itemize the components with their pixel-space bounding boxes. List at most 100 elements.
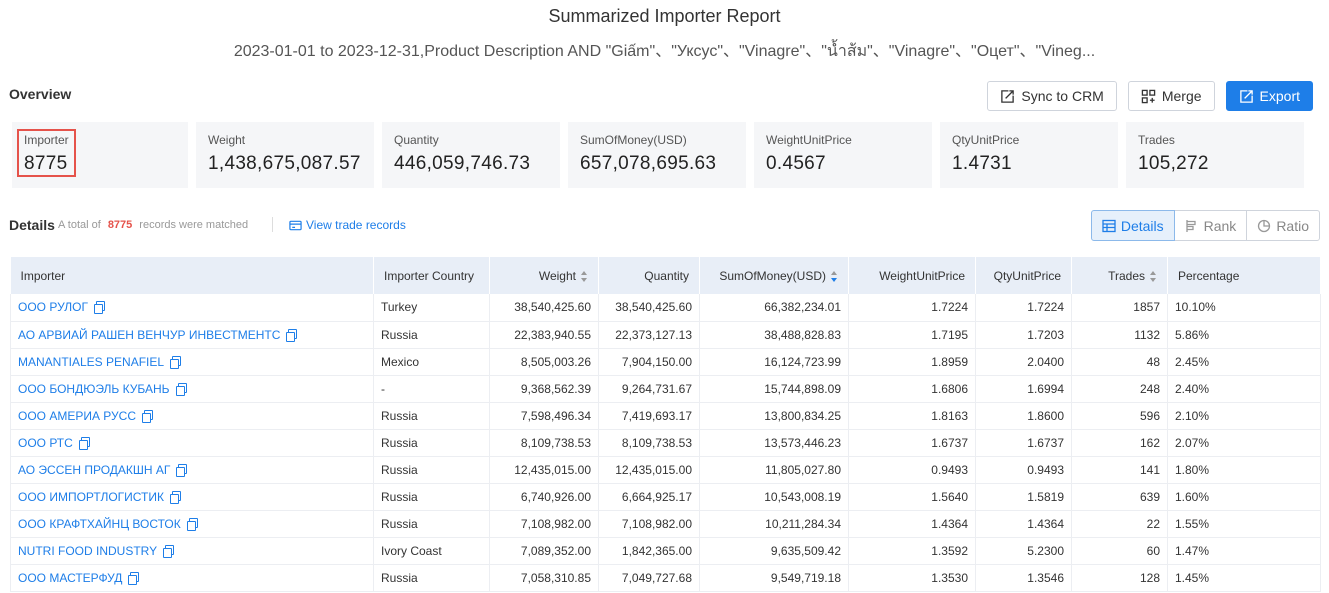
export-label: Export	[1259, 88, 1300, 104]
copy-icon[interactable]	[94, 301, 106, 315]
quantity-cell: 7,419,693.17	[598, 402, 700, 429]
sort-icon[interactable]	[831, 270, 838, 282]
percentage-cell: 2.10%	[1167, 402, 1321, 429]
tab-ratio[interactable]: Ratio	[1246, 210, 1320, 241]
percentage-cell: 1.80%	[1167, 456, 1321, 483]
table-row: АО АРВИАЙ РАШЕН ВЕНЧУР ИНВЕСТМЕНТС Russia…	[10, 321, 1321, 348]
tab-details[interactable]: Details	[1090, 210, 1175, 241]
col-weight[interactable]: Weight	[489, 257, 599, 294]
importer-country: -	[373, 375, 490, 402]
trades-cell: 1132	[1071, 321, 1168, 348]
quantity-cell: 7,108,982.00	[598, 510, 700, 537]
col-importer-country: Importer Country	[373, 257, 490, 294]
trades-cell: 141	[1071, 456, 1168, 483]
importer-link[interactable]: ООО МАСТЕРФУД	[18, 570, 123, 585]
copy-icon[interactable]	[163, 544, 175, 558]
percentage-cell: 10.10%	[1167, 294, 1321, 321]
importer-link[interactable]: ООО ИМПОРТЛОГИСТИК	[18, 489, 164, 504]
weight-cell: 6,740,926.00	[489, 483, 599, 510]
overview-heading: Overview	[9, 86, 72, 102]
importer-name[interactable]: NUTRI FOOD INDUSTRY	[10, 537, 374, 564]
merge-button[interactable]: Merge	[1127, 81, 1215, 111]
qty-unit-price-cell: 1.4364	[975, 510, 1072, 537]
stat-sum-of-money: SumOfMoney(USD) 657,078,695.63	[568, 122, 746, 188]
view-trade-records-link[interactable]: View trade records	[289, 218, 406, 232]
weight-cell: 8,505,003.26	[489, 348, 599, 375]
weight-cell: 7,598,496.34	[489, 402, 599, 429]
col-sum-of-money[interactable]: SumOfMoney(USD)	[699, 257, 849, 294]
view-trade-records-label: View trade records	[306, 218, 406, 232]
pie-chart-icon	[1258, 219, 1271, 232]
matched-summary: A total of 8775 records were matched	[58, 219, 248, 231]
stat-quantity: Quantity 446,059,746.73	[382, 122, 560, 188]
report-subtitle: 2023-01-01 to 2023-12-31,Product Descrip…	[233, 43, 1096, 60]
copy-icon[interactable]	[170, 355, 182, 369]
importer-name[interactable]: ООО АМЕРИА РУСС	[10, 402, 374, 429]
sum-of-money-cell: 15,744,898.09	[699, 375, 849, 402]
page-title: Summarized Importer Report	[548, 6, 781, 26]
qty-unit-price-cell: 1.3546	[975, 564, 1072, 591]
copy-icon[interactable]	[286, 328, 298, 342]
overview-stats: Importer 8775 Weight 1,438,675,087.57 Qu…	[12, 122, 1304, 188]
tab-ratio-label: Ratio	[1276, 217, 1309, 234]
weight-unit-price-cell: 1.3530	[848, 564, 976, 591]
importer-name[interactable]: ООО КРАФТХАЙНЦ ВОСТОК	[10, 510, 374, 537]
quantity-cell: 22,373,127.13	[598, 321, 700, 348]
importer-link[interactable]: ООО БОНДЮЭЛЬ КУБАНЬ	[18, 381, 170, 396]
copy-icon[interactable]	[142, 409, 154, 423]
importer-link[interactable]: ООО РУЛОГ	[18, 300, 89, 315]
trades-cell: 48	[1071, 348, 1168, 375]
table-row: ООО РУЛОГ Turkey 38,540,425.60 38,540,425.6…	[10, 294, 1321, 321]
quantity-cell: 8,109,738.53	[598, 429, 700, 456]
weight-unit-price-cell: 1.8163	[848, 402, 976, 429]
sort-icon[interactable]	[1150, 270, 1157, 282]
copy-icon[interactable]	[128, 571, 140, 585]
weight-unit-price-cell: 1.7195	[848, 321, 976, 348]
importer-link[interactable]: ООО АМЕРИА РУСС	[18, 408, 137, 423]
weight-unit-price-cell: 0.9493	[848, 456, 976, 483]
importer-country: Mexico	[373, 348, 490, 375]
importer-link[interactable]: ООО РТС	[18, 435, 73, 450]
weight-unit-price-cell: 1.5640	[848, 483, 976, 510]
col-trades[interactable]: Trades	[1071, 257, 1168, 294]
stat-weight-unit-price: WeightUnitPrice 0.4567	[754, 122, 932, 188]
importer-link[interactable]: АО АРВИАЙ РАШЕН ВЕНЧУР ИНВЕСТМЕНТС	[18, 327, 281, 342]
sync-to-crm-button[interactable]: Sync to CRM	[987, 81, 1117, 111]
trades-cell: 1857	[1071, 294, 1168, 321]
table-row: ООО МАСТЕРФУД Russia 7,058,310.85 7,049,727…	[10, 564, 1321, 591]
copy-icon[interactable]	[170, 490, 181, 504]
sum-of-money-cell: 9,549,719.18	[699, 564, 849, 591]
importer-link[interactable]: ООО КРАФТХАЙНЦ ВОСТОК	[18, 516, 181, 531]
table-icon	[1102, 219, 1116, 232]
importer-name[interactable]: ООО РТС	[10, 429, 374, 456]
merge-icon	[1141, 89, 1156, 103]
sort-icon[interactable]	[581, 270, 588, 282]
importer-name[interactable]: ООО БОНДЮЭЛЬ КУБАНЬ	[10, 375, 374, 402]
export-button[interactable]: Export	[1225, 81, 1313, 111]
stat-value: 657,078,695.63	[580, 153, 717, 174]
importer-name[interactable]: ООО МАСТЕРФУД	[10, 564, 374, 591]
importer-name[interactable]: ООО ИМПОРТЛОГИСТИК	[10, 483, 374, 510]
importer-link[interactable]: MANANTIALES PENAFIEL	[18, 354, 165, 369]
qty-unit-price-cell: 1.6737	[975, 429, 1072, 456]
copy-icon[interactable]	[78, 436, 90, 450]
copy-icon[interactable]	[175, 382, 187, 396]
importer-name[interactable]: АО ЭССЕН ПРОДАКШН АГ	[10, 456, 374, 483]
sum-of-money-cell: 11,805,027.80	[699, 456, 849, 483]
importer-name[interactable]: MANANTIALES PENAFIEL	[10, 348, 374, 375]
tab-rank[interactable]: Rank	[1173, 210, 1248, 241]
trades-cell: 60	[1071, 537, 1168, 564]
importer-name[interactable]: АО АРВИАЙ РАШЕН ВЕНЧУР ИНВЕСТМЕНТС	[10, 321, 374, 348]
copy-icon[interactable]	[186, 517, 198, 531]
weight-cell: 38,540,425.60	[489, 294, 599, 321]
stat-label: QtyUnitPrice	[952, 133, 1020, 147]
importer-country: Russia	[373, 456, 490, 483]
importer-name[interactable]: ООО РУЛОГ	[10, 294, 374, 321]
percentage-cell: 1.45%	[1167, 564, 1321, 591]
table-row: ООО АМЕРИА РУСС Russia 7,598,496.34 7,419,6…	[10, 402, 1321, 429]
weight-cell: 7,108,982.00	[489, 510, 599, 537]
copy-icon[interactable]	[176, 463, 188, 477]
importer-link[interactable]: АО ЭССЕН ПРОДАКШН АГ	[18, 462, 171, 477]
matched-suffix: records were matched	[139, 219, 249, 231]
importer-link[interactable]: NUTRI FOOD INDUSTRY	[18, 543, 158, 558]
